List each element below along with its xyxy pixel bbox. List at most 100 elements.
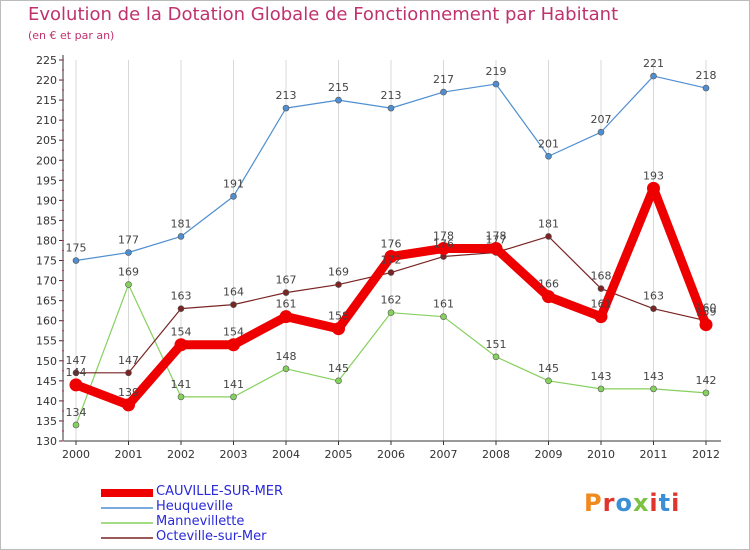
legend-label-octeville: Octeville-sur-Mer	[156, 529, 267, 544]
x-tick-label-2005: 2005	[325, 448, 353, 461]
point-heuqueville-2007	[440, 88, 447, 96]
data-label-cauville-sur-mer-2012: 159	[696, 306, 717, 319]
data-label-mannevillette-2007: 161	[433, 298, 454, 311]
point-heuqueville-2001	[125, 249, 132, 256]
legend: CAUVILLE-SUR-MER Heuqueville Mannevillet…	[101, 484, 361, 546]
data-label-octeville-sur-mer-2005: 169	[328, 266, 349, 279]
series-lines	[69, 72, 713, 429]
data-label-heuqueville-2009: 201	[538, 137, 559, 150]
point-octeville-sur-mer-2010	[597, 285, 605, 292]
point-mannevillette-2011	[650, 385, 657, 393]
data-label-heuqueville-2011: 221	[643, 57, 664, 70]
data-label-octeville-sur-mer-2001: 147	[118, 354, 139, 367]
x-tick-label-2001: 2001	[115, 448, 143, 461]
data-label-octeville-sur-mer-2000: 147	[66, 354, 87, 367]
proxiti-logo: Proxiti	[584, 489, 680, 517]
data-label-octeville-sur-mer-2012: 160	[696, 302, 717, 315]
point-cauville-sur-mer-2011	[647, 181, 660, 195]
y-tick-label-220: 220	[36, 74, 57, 87]
data-label-mannevillette-2005: 145	[328, 362, 349, 375]
point-octeville-sur-mer-2002	[177, 305, 185, 312]
data-label-mannevillette-2003: 141	[223, 378, 244, 391]
y-tick-label-225: 225	[36, 54, 57, 67]
point-cauville-sur-mer-2007	[437, 241, 450, 255]
point-cauville-sur-mer-2005	[332, 322, 345, 336]
legend-item-mannevillette[interactable]: Mannevillette	[101, 514, 361, 531]
data-label-cauville-sur-mer-2007: 178	[433, 229, 454, 242]
grid-lines	[75, 60, 707, 441]
data-label-mannevillette-2000: 134	[66, 406, 87, 419]
logo-letter: r	[602, 489, 616, 517]
x-tick-label-2011: 2011	[640, 448, 668, 461]
point-octeville-sur-mer-2011	[650, 305, 657, 312]
logo-letter: i	[671, 489, 681, 517]
x-tick-label-2007: 2007	[430, 448, 458, 461]
y-tick-label-180: 180	[36, 234, 57, 247]
point-heuqueville-2002	[177, 233, 185, 240]
legend-item-octeville[interactable]: Octeville-sur-Mer	[101, 529, 361, 546]
point-heuqueville-2009	[545, 152, 552, 160]
data-label-mannevillette-2002: 141	[171, 378, 192, 391]
x-tick-label-2010: 2010	[587, 448, 615, 461]
x-tick-label-2006: 2006	[377, 448, 405, 461]
point-cauville-sur-mer-2012	[699, 318, 713, 332]
point-cauville-sur-mer-2003	[227, 338, 240, 352]
x-tick-label-2008: 2008	[482, 448, 510, 461]
point-mannevillette-2003	[230, 393, 237, 401]
point-mannevillette-2008	[492, 353, 500, 361]
y-tick-label-190: 190	[36, 194, 57, 207]
series-mannevillette	[72, 281, 710, 429]
point-mannevillette-2001	[125, 281, 132, 288]
data-label-octeville-sur-mer-2009: 181	[538, 217, 559, 230]
data-label-heuqueville-2000: 175	[66, 242, 87, 255]
point-heuqueville-2000	[72, 257, 80, 264]
data-label-heuqueville-2001: 177	[118, 234, 139, 247]
point-octeville-sur-mer-2000	[72, 369, 80, 377]
data-label-cauville-sur-mer-2004: 161	[276, 298, 297, 311]
data-label-mannevillette-2006: 162	[381, 294, 402, 307]
point-octeville-sur-mer-2003	[230, 301, 237, 308]
point-mannevillette-2010	[597, 385, 605, 393]
legend-swatch-heuqueville	[101, 507, 153, 509]
data-label-cauville-sur-mer-2010: 161	[591, 298, 612, 311]
y-tick-label-210: 210	[36, 114, 57, 127]
point-heuqueville-2012	[702, 84, 710, 92]
point-cauville-sur-mer-2001	[122, 398, 135, 412]
point-cauville-sur-mer-2000	[69, 378, 83, 392]
data-label-cauville-sur-mer-2009: 166	[538, 278, 559, 291]
point-mannevillette-2012	[702, 389, 710, 397]
data-label-octeville-sur-mer-2008: 177	[486, 234, 507, 247]
legend-swatch-cauville	[101, 489, 153, 497]
point-octeville-sur-mer-2005	[335, 281, 342, 288]
data-label-heuqueville-2003: 191	[223, 177, 244, 190]
point-cauville-sur-mer-2006	[384, 250, 398, 264]
legend-item-cauville[interactable]: CAUVILLE-SUR-MER	[101, 484, 361, 501]
data-label-cauville-sur-mer-2005: 158	[328, 310, 349, 323]
data-label-cauville-sur-mer-2000: 144	[66, 366, 87, 379]
x-tick-label-2004: 2004	[272, 448, 300, 461]
data-label-heuqueville-2005: 215	[328, 81, 349, 94]
point-mannevillette-2007	[440, 313, 447, 320]
logo-letter: x	[632, 489, 650, 517]
chart-title: Evolution de la Dotation Globale de Fonc…	[28, 4, 619, 25]
point-cauville-sur-mer-2004	[279, 310, 293, 324]
x-tick-label-2009: 2009	[535, 448, 563, 461]
point-cauville-sur-mer-2008	[489, 241, 503, 255]
axes: 130 135 140 145 150 155 160 165 170 175 180 185 190 1…	[36, 54, 721, 461]
series-heuqueville	[72, 72, 710, 264]
y-tick-label-200: 200	[36, 154, 57, 167]
legend-item-heuqueville[interactable]: Heuqueville	[101, 499, 361, 516]
point-heuqueville-2003	[230, 193, 237, 200]
data-label-mannevillette-2004: 148	[276, 350, 297, 363]
y-tick-label-150: 150	[36, 355, 57, 368]
logo-letter: t	[658, 489, 672, 517]
point-heuqueville-2008	[492, 80, 500, 88]
legend-label-heuqueville: Heuqueville	[156, 499, 234, 514]
data-label-heuqueville-2002: 181	[171, 217, 192, 230]
point-octeville-sur-mer-2004	[282, 289, 290, 296]
y-tick-label-170: 170	[36, 275, 57, 288]
data-label-cauville-sur-mer-2011: 193	[643, 169, 664, 182]
y-tick-label-130: 130	[36, 435, 57, 448]
